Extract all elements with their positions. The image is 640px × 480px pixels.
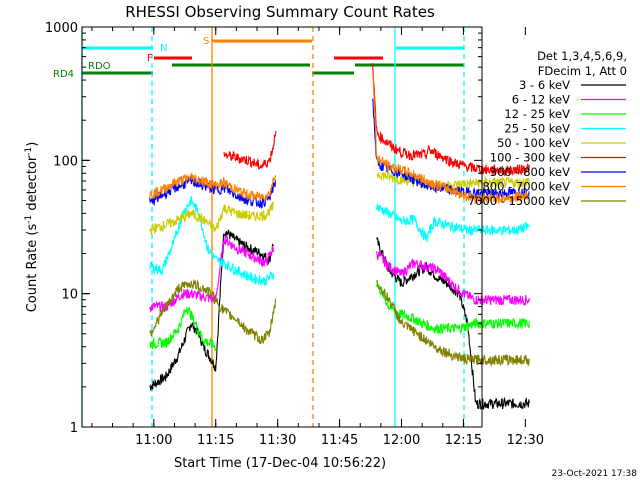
rdo-label: RDO	[88, 61, 111, 72]
axes: 1 10 100 1000 11:00 11:15 11:30 11:45 12:00 12:15…	[45, 21, 544, 448]
y-tick-label: 10	[61, 288, 78, 303]
series-800-7000-kev-post	[372, 72, 530, 205]
x-tick-label: 12:30	[507, 433, 544, 448]
series-6-12-kev-post	[376, 250, 530, 307]
legend: Det 1,3,4,5,6,9, FDecim 1, Att 0 3 - 6 k…	[468, 49, 627, 208]
y-axis-label-mid: detector	[25, 155, 40, 215]
legend-header-line-2: FDecim 1, Att 0	[538, 64, 627, 78]
series-50-100-kev-pre	[149, 201, 274, 235]
footer-date: 23-Oct-2021 17:38	[552, 469, 638, 479]
y-tick-label: 1	[70, 421, 78, 436]
series-layer	[149, 63, 530, 410]
series-3-6-kev-pre	[149, 229, 274, 391]
legend-label-6-12-kev: 6 - 12 keV	[512, 93, 570, 107]
x-tick-label: 12:15	[445, 433, 482, 448]
series-800-7000-kev-pre	[149, 172, 277, 202]
f-flag-label: F	[147, 53, 153, 64]
y-tick-label: 1000	[45, 21, 78, 36]
series-12-25-kev-pre	[149, 306, 217, 352]
y-axis-label-end: )	[25, 142, 40, 147]
series-25-50-kev-pre	[149, 196, 275, 286]
x-tick-label: 12:00	[383, 433, 420, 448]
legend-label-7000-15000-kev: 7000 - 15000 keV	[468, 194, 570, 208]
legend-label-3-6-kev: 3 - 6 keV	[519, 78, 570, 92]
series-300-800-kev-post	[372, 98, 530, 201]
legend-label-300-800-kev: 300 - 800 keV	[490, 165, 570, 179]
y-tick-label: 100	[53, 154, 78, 169]
plot-frame	[81, 26, 483, 428]
legend-label-100-300-kev: 100 - 300 keV	[490, 151, 570, 165]
x-tick-label: 11:15	[197, 433, 234, 448]
n-flag-label: N	[160, 43, 167, 54]
series-12-25-kev-post	[376, 282, 530, 335]
y-axis-label-sup2: -1	[24, 147, 34, 156]
series-100-300-kev-pre	[223, 130, 277, 170]
y-axis-label-sup1: -1	[24, 215, 34, 224]
x-axis-label: Start Time (17-Dec-04 10:56:22)	[174, 456, 386, 471]
series-7000-15000-kev-post	[376, 279, 530, 368]
series-100-300-kev-post	[372, 63, 530, 177]
x-tick-label: 11:00	[135, 433, 172, 448]
series-25-50-kev-post	[376, 203, 530, 243]
y-axis-label: Count Rate (s-1 detector-1)	[24, 142, 40, 313]
legend-label-25-50-kev: 25 - 50 keV	[504, 122, 570, 136]
flag-overlays: NF S RDO RD4	[53, 27, 465, 427]
legend-label-800-7000-kev: 800 - 7000 keV	[482, 180, 570, 194]
rd4-label: RD4	[53, 69, 74, 80]
x-tick-label: 11:30	[259, 433, 296, 448]
legend-label-12-25-kev: 12 - 25 keV	[504, 107, 570, 121]
chart-title: RHESSI Observing Summary Count Rates	[125, 3, 435, 21]
y-axis-label-main: Count Rate (s	[25, 224, 40, 313]
s-flag-label: S	[203, 36, 209, 47]
legend-label-50-100-kev: 50 - 100 keV	[497, 136, 570, 150]
series-7000-15000-kev-pre	[149, 278, 277, 345]
legend-header-line-1: Det 1,3,4,5,6,9,	[537, 49, 627, 63]
series-3-6-kev-post	[376, 236, 530, 410]
x-tick-label: 11:45	[321, 433, 358, 448]
